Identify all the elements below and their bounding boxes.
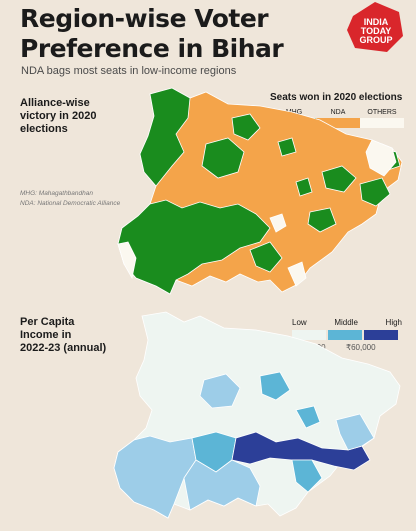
map1-mhg-west — [117, 199, 271, 295]
map1-others-west — [117, 241, 137, 280]
map1-label: Alliance-wise victory in 2020 elections — [20, 97, 96, 136]
map2-middle-south — [183, 459, 261, 511]
income-map — [113, 311, 401, 519]
logo-text-2: TODAY — [360, 26, 392, 36]
map2-label-line2: Income in — [20, 329, 72, 341]
income-legend-bars — [292, 330, 402, 340]
legend-nda-swatch — [316, 118, 360, 128]
income-low-swatch — [292, 330, 326, 340]
logo-text-1: INDIA — [363, 17, 389, 27]
legend-nda-label: NDA — [330, 109, 346, 116]
map1-others-east — [365, 139, 397, 177]
title-line-2: Preference in Bihar — [20, 34, 284, 63]
map1-others-south — [287, 261, 307, 287]
map2-middle-east2 — [295, 405, 321, 429]
income-middle-label: Middle — [334, 318, 358, 327]
title-line-1: Region-wise Voter — [20, 4, 269, 33]
map2-middle-south2 — [291, 459, 323, 493]
legend-others-swatch — [360, 118, 404, 128]
income-legend-labels: Low Middle High — [292, 318, 402, 327]
map1-mhg-east2 — [359, 177, 391, 207]
map1-mhg-south — [249, 241, 283, 273]
map1-mhg-small2 — [295, 177, 313, 197]
note-nda: NDA: National Democratic Alliance — [20, 200, 121, 207]
logo-text-3: GROUP — [359, 35, 393, 45]
map2-label-line1: Per Capita — [20, 316, 75, 328]
legend-others: OTHERS — [360, 107, 404, 129]
map1-mhg-small1 — [277, 137, 297, 157]
map2-label: Per Capita Income in 2022-23 (annual) — [20, 316, 106, 355]
map1-mhg-central — [201, 137, 245, 179]
map1-mhg-east1 — [321, 165, 357, 193]
map2-label-line3: 2022-23 (annual) — [20, 342, 107, 354]
map1-label-line2: victory in 2020 — [20, 110, 97, 122]
alliance-map — [117, 87, 403, 295]
note-mhg: MHG: Mahagathbandhan — [20, 190, 93, 197]
map1-mhg-north — [231, 113, 261, 141]
legend-others-label: OTHERS — [367, 109, 397, 116]
map1-label-line3: elections — [20, 123, 68, 135]
map1-mhg-north-west — [139, 87, 191, 187]
map2-high-central — [231, 431, 371, 471]
map1-mhg-east3 — [307, 207, 337, 233]
map1-others-central — [269, 213, 287, 233]
india-today-logo: INDIA TODAY GROUP — [347, 2, 405, 52]
page-subtitle: NDA bags most seats in low-income region… — [21, 65, 237, 77]
income-high-value: ₹60,000 — [346, 343, 376, 352]
income-middle-swatch — [328, 330, 362, 340]
legend-nda: NDA — [316, 107, 360, 129]
income-low-label: Low — [292, 318, 307, 327]
income-high-label: High — [385, 318, 402, 327]
map2-middle-east — [335, 413, 375, 451]
income-high-swatch — [364, 330, 398, 340]
map2-middle-north — [199, 373, 241, 409]
page-title: Region-wise Voter Preference in Bihar — [20, 4, 320, 64]
map1-label-line1: Alliance-wise — [20, 97, 90, 109]
map2-middle-north2 — [259, 371, 291, 401]
map1-legend-title: Seats won in 2020 elections — [270, 92, 403, 103]
